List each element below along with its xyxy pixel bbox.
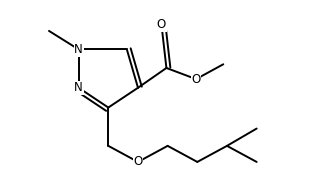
Text: O: O	[191, 73, 201, 86]
Text: N: N	[74, 81, 83, 94]
Text: N: N	[74, 43, 83, 56]
Text: O: O	[157, 18, 166, 31]
Text: O: O	[133, 155, 142, 168]
